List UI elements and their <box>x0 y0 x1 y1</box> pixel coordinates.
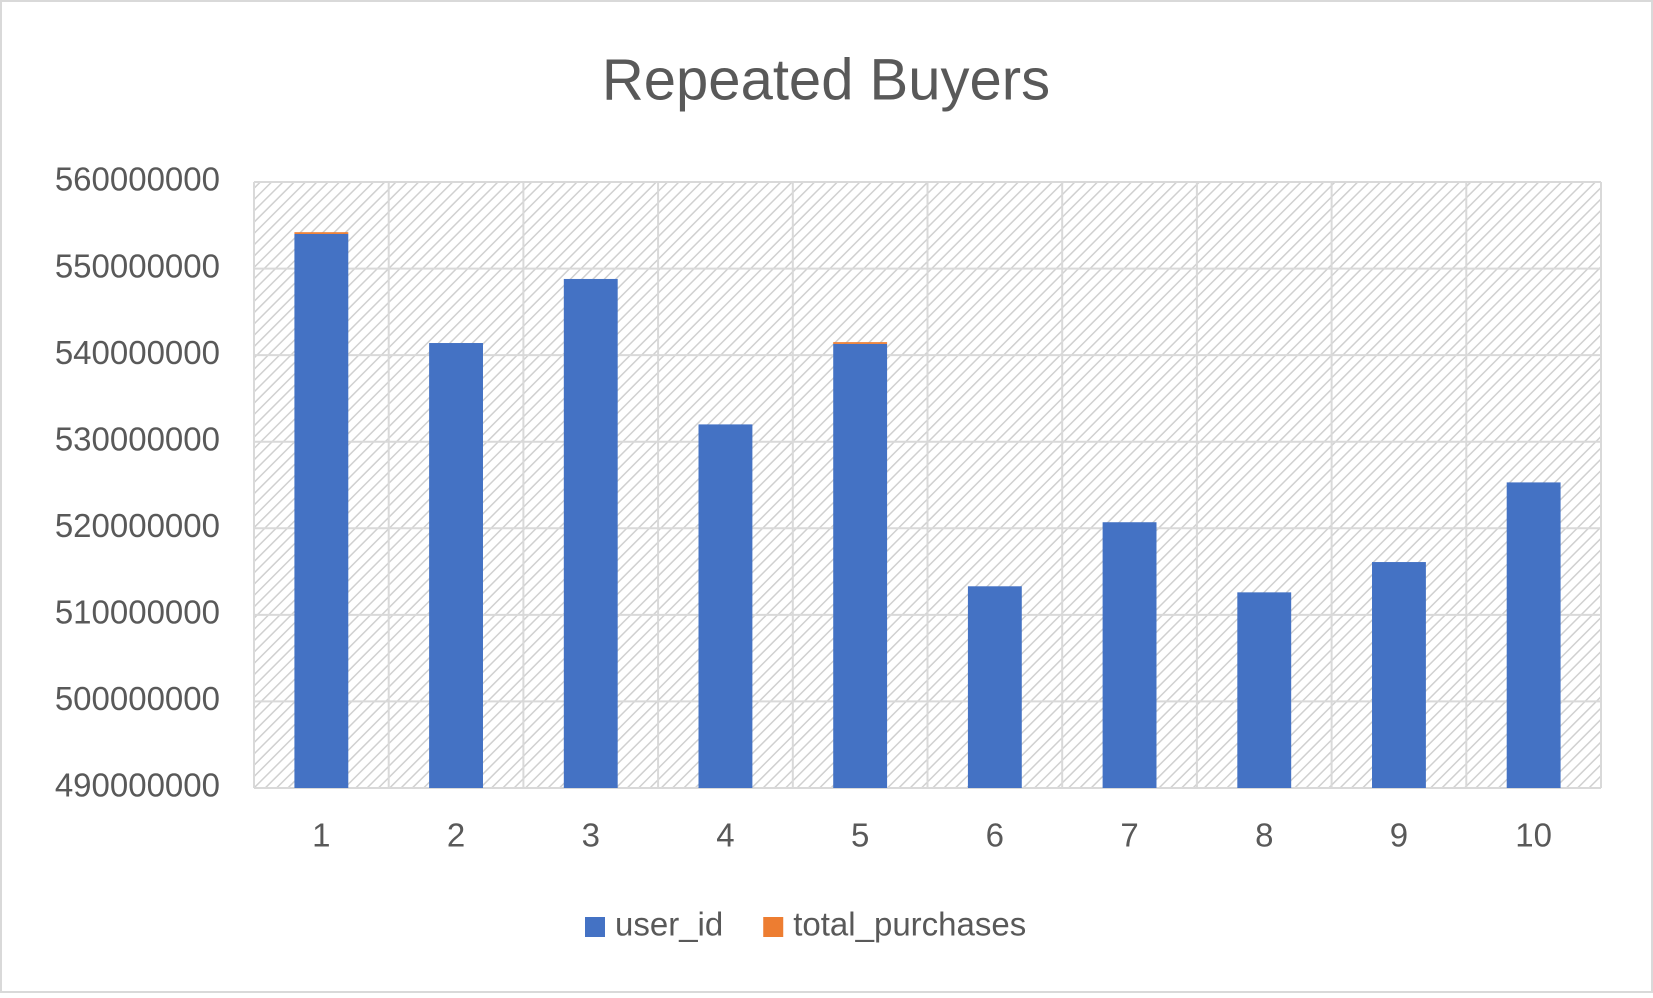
y-tick-label: 540000000 <box>55 334 220 371</box>
x-tick-label: 7 <box>1120 817 1138 854</box>
bar <box>294 233 349 788</box>
y-tick-label: 530000000 <box>55 420 220 457</box>
chart-title: Repeated Buyers <box>602 47 1050 112</box>
y-tick-label: 510000000 <box>55 594 220 631</box>
bar <box>429 343 483 788</box>
x-tick-label: 5 <box>851 817 869 854</box>
bar <box>1102 522 1157 788</box>
x-tick-label: 3 <box>582 817 600 854</box>
y-tick-label: 500000000 <box>55 680 220 717</box>
x-tick-label: 6 <box>986 817 1004 854</box>
legend-swatch <box>585 917 605 937</box>
x-tick-label: 4 <box>716 817 734 854</box>
y-tick-label: 560000000 <box>55 161 220 198</box>
bar <box>967 586 1022 788</box>
bar <box>1506 482 1561 788</box>
x-tick-label: 2 <box>447 817 465 854</box>
y-tick-label: 520000000 <box>55 507 220 544</box>
x-tick-label: 10 <box>1515 817 1552 854</box>
y-tick-label: 550000000 <box>55 247 220 284</box>
legend-label: total_purchases <box>793 906 1026 943</box>
bar <box>563 278 618 788</box>
bar <box>833 343 888 788</box>
x-tick-label: 1 <box>312 817 330 854</box>
bar <box>1372 562 1426 788</box>
bar <box>698 424 753 788</box>
y-tick-label: 490000000 <box>55 767 220 804</box>
legend-swatch <box>763 917 784 937</box>
bar <box>294 232 349 234</box>
x-tick-label: 8 <box>1255 817 1273 854</box>
x-tick-label: 9 <box>1390 817 1408 854</box>
bar <box>1237 592 1292 788</box>
bar <box>833 342 888 344</box>
legend-label: user_id <box>615 906 723 943</box>
